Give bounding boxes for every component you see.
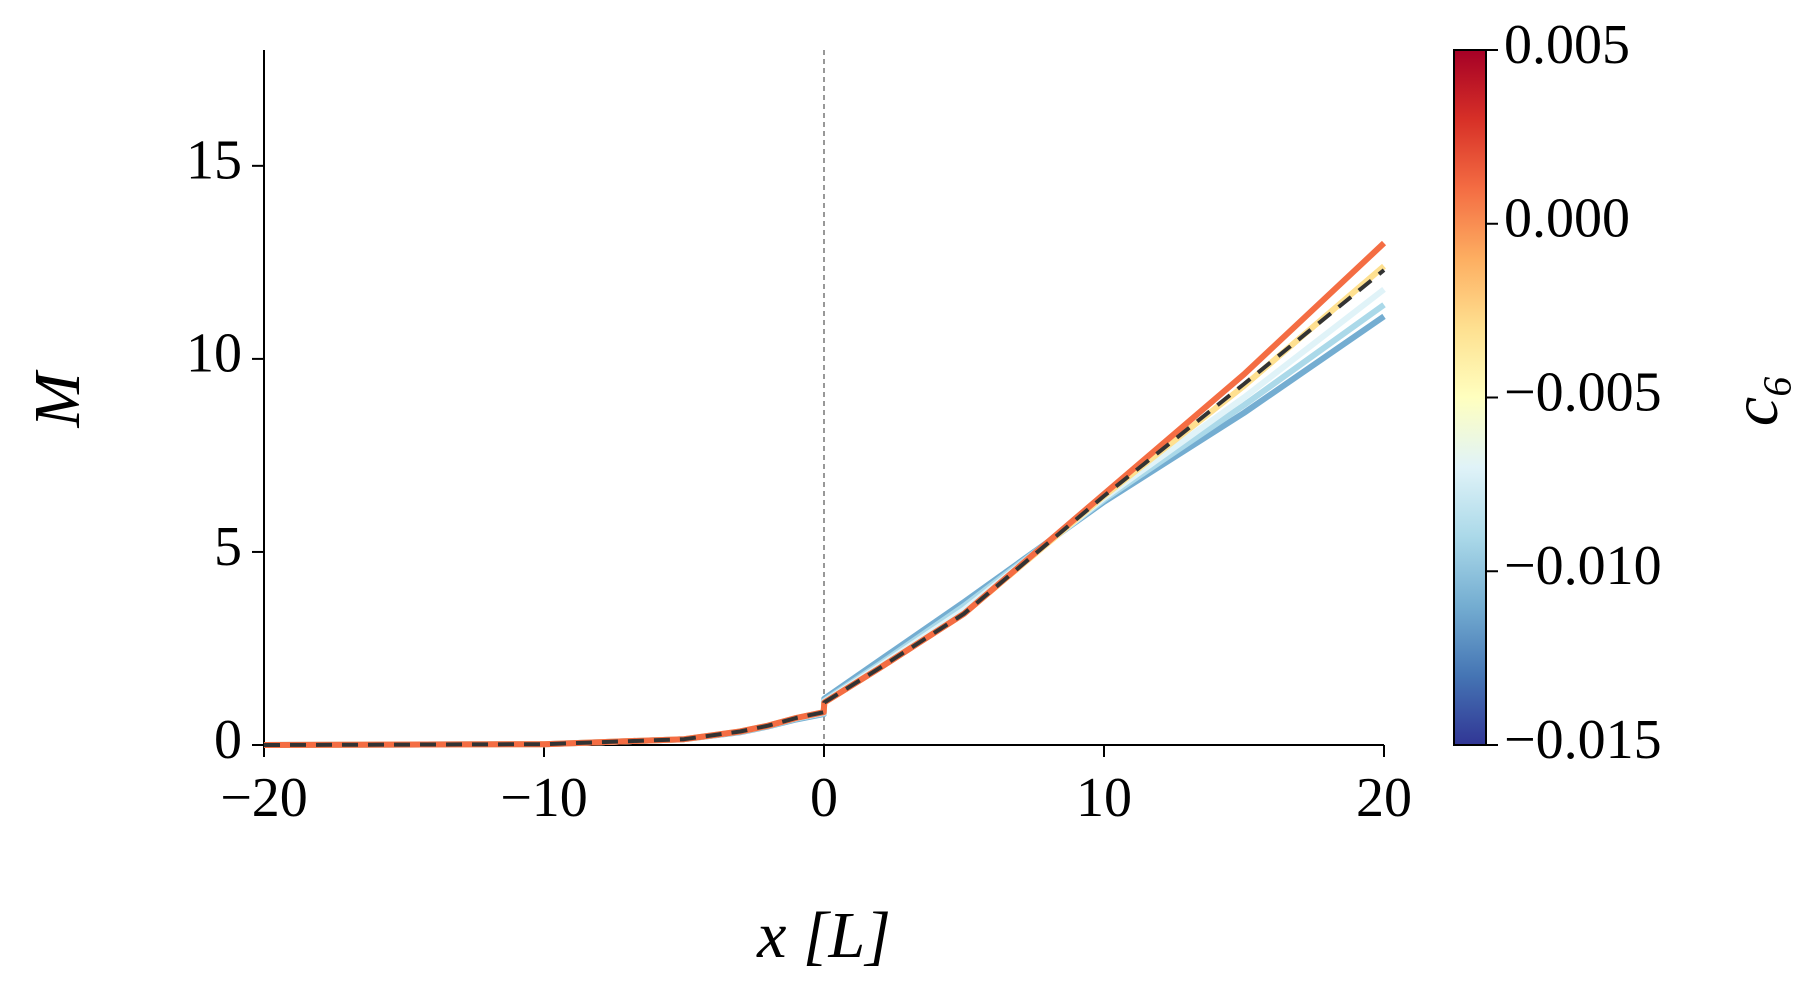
x-tick-label: 20 <box>1356 767 1412 829</box>
colorbar-tick-label: −0.010 <box>1504 535 1662 597</box>
x-tick-label: 0 <box>810 767 838 829</box>
line <box>263 302 1386 748</box>
y-tick-label: 15 <box>186 130 242 192</box>
x-tick-label: −10 <box>500 767 588 829</box>
colorbar-tick-label: 0.000 <box>1504 188 1630 250</box>
y-tick-label: 10 <box>186 323 242 385</box>
x-axis-label: x [L] <box>756 899 891 972</box>
colorbar-tick-label: 0.005 <box>1504 14 1630 76</box>
colorbar-label: c₆ <box>1719 374 1792 426</box>
colorbar-tick-label: −0.005 <box>1504 361 1662 423</box>
y-tick-label: 5 <box>214 516 242 578</box>
y-axis-label: M <box>21 368 94 428</box>
y-tick-label: 0 <box>214 709 242 771</box>
colorbar <box>1453 49 1487 746</box>
colorbar-tick-label: −0.015 <box>1504 709 1662 771</box>
dashed-line <box>263 268 1386 747</box>
x-tick-label: 10 <box>1076 767 1132 829</box>
x-tick-label: −20 <box>220 767 308 829</box>
